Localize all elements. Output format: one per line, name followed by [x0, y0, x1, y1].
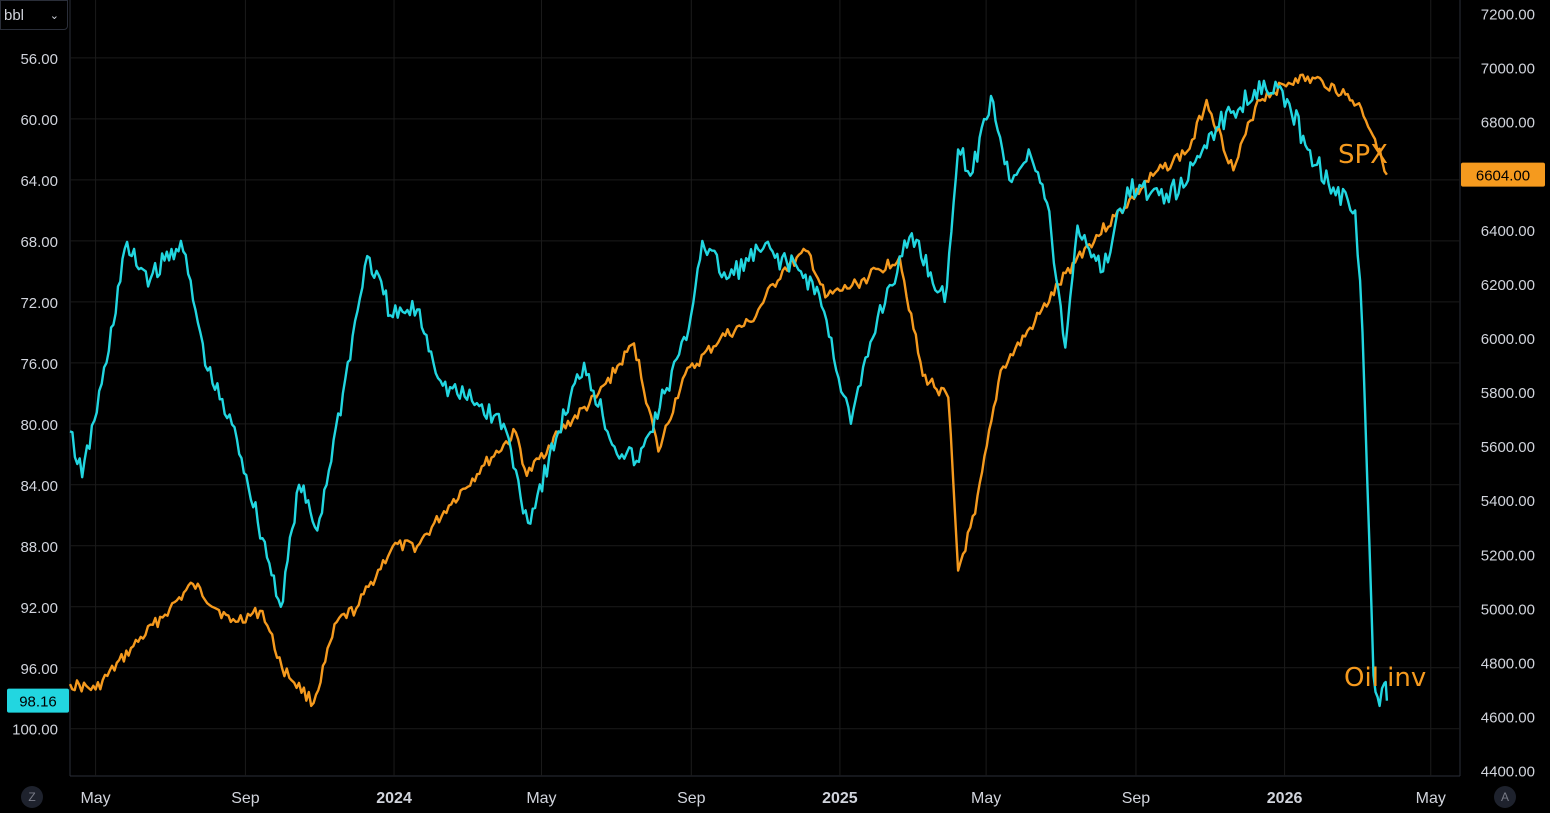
- oil-inv-series-line: [69, 79, 1389, 708]
- oil-last-value-label: 98.16: [19, 694, 57, 711]
- right-tick-label: 4600.00: [1481, 710, 1535, 727]
- right-tick-label: 6400.00: [1481, 223, 1535, 240]
- chart-grid: [69, 0, 1461, 777]
- left-tick-label: 88.00: [20, 539, 58, 556]
- right-tick-label: 5200.00: [1481, 547, 1535, 564]
- left-tick-label: 68.00: [20, 234, 58, 251]
- chevron-down-icon: ⌄: [49, 9, 59, 22]
- left-tick-label: 84.00: [20, 478, 58, 495]
- spx-series-line: [68, 73, 1388, 708]
- time-tick-label: Sep: [231, 790, 260, 807]
- spx-last-value-badge: [1461, 162, 1545, 187]
- time-tick-label: 2024: [376, 790, 412, 807]
- left-tick-label: 76.00: [20, 356, 58, 373]
- unit-label: bbl: [4, 6, 25, 24]
- time-axis: May Sep 2024 May Sep 2025 May Sep 2026 May: [80, 790, 1445, 807]
- left-tick-label: 96.00: [20, 661, 58, 678]
- left-tick-label: 80.00: [20, 417, 58, 434]
- left-tick-label: 100.00: [12, 722, 58, 739]
- right-tick-label: 7000.00: [1481, 61, 1535, 78]
- time-tick-label: 2025: [822, 790, 858, 807]
- right-tick-label: 4800.00: [1481, 655, 1535, 672]
- right-tick-label: 5600.00: [1481, 439, 1535, 456]
- spx-annotation: SPX: [1338, 140, 1388, 170]
- left-tick-label: 72.00: [20, 295, 58, 312]
- left-tick-label: 56.00: [20, 51, 58, 68]
- right-tick-label: 5400.00: [1481, 493, 1535, 510]
- left-tick-label: 60.00: [20, 112, 58, 129]
- right-tick-label: 5800.00: [1481, 385, 1535, 402]
- time-tick-label: May: [526, 790, 556, 807]
- time-tick-label: Sep: [677, 790, 706, 807]
- label-layer: 6604.00 98.16 SPX Oil inv: [7, 140, 1545, 713]
- oil-last-value-badge: [7, 688, 69, 713]
- right-tick-label: 5000.00: [1481, 601, 1535, 618]
- series-layer: [68, 73, 1389, 708]
- left-price-axis: 56.00 60.00 64.00 68.00 72.00 76.00 80.00 84.00…: [12, 51, 58, 739]
- right-tick-label: 6000.00: [1481, 331, 1535, 348]
- time-tick-label: Sep: [1122, 790, 1151, 807]
- left-tick-label: 92.00: [20, 600, 58, 617]
- time-tick-label: 2026: [1267, 790, 1303, 807]
- spx-last-value-label: 6604.00: [1476, 168, 1530, 185]
- auto-scale-right-button[interactable]: A: [1494, 786, 1516, 808]
- unit-selector[interactable]: bbl ⌄: [0, 0, 68, 30]
- time-tick-label: May: [80, 790, 110, 807]
- oil-inv-annotation: Oil inv: [1344, 663, 1426, 693]
- right-tick-label: 6200.00: [1481, 277, 1535, 294]
- right-tick-label: 6800.00: [1481, 115, 1535, 132]
- time-tick-label: May: [971, 790, 1001, 807]
- right-tick-label: 7200.00: [1481, 7, 1535, 24]
- time-tick-label: May: [1416, 790, 1446, 807]
- left-tick-label: 64.00: [20, 173, 58, 190]
- right-price-axis: 7200.007000.006800.006600.006400.006200.…: [1481, 7, 1535, 781]
- right-tick-label: 4400.00: [1481, 764, 1535, 781]
- auto-scale-left-button[interactable]: Z: [21, 786, 43, 808]
